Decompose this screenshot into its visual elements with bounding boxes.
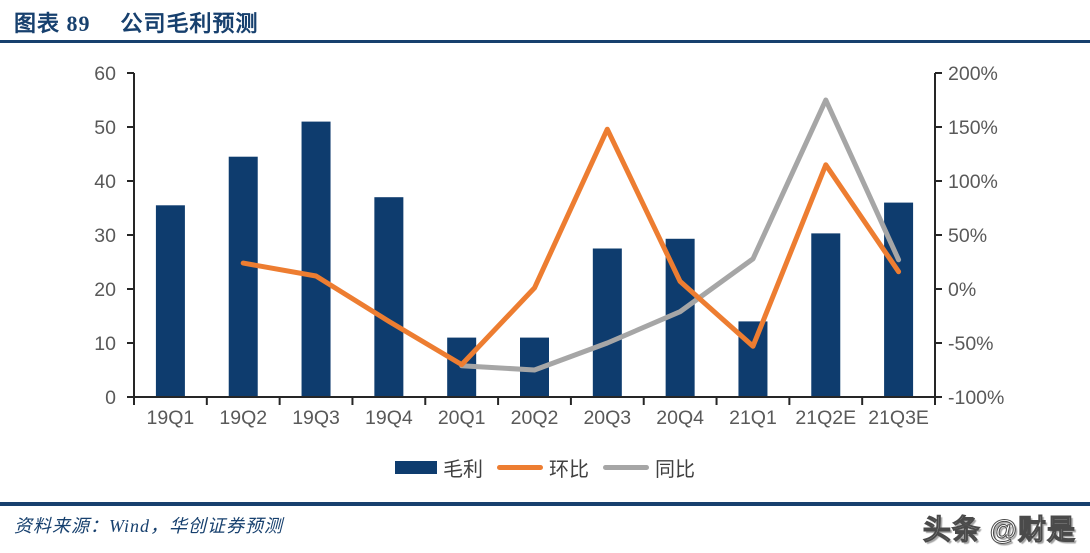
- header-divider: [0, 40, 1090, 43]
- chart-header: 图表 89 公司毛利预测: [14, 6, 259, 38]
- source-note: 资料来源：Wind，华创证券预测: [14, 516, 284, 536]
- left-axis-label: 0: [105, 387, 116, 409]
- bar-swatch-icon: [395, 460, 437, 474]
- x-axis-label: 19Q4: [365, 407, 413, 429]
- legend-label: 环比: [549, 458, 589, 481]
- legend-label: 毛利: [443, 458, 483, 481]
- x-axis-label: 20Q2: [511, 407, 559, 429]
- legend-label: 同比: [655, 458, 695, 481]
- right-axis-label: 150%: [948, 117, 998, 139]
- page-title: 公司毛利预测: [120, 11, 259, 36]
- right-axis-label: 50%: [948, 225, 987, 247]
- left-axis-label: 60: [94, 63, 116, 85]
- x-axis-label: 19Q3: [292, 407, 340, 429]
- right-axis-label: 200%: [948, 63, 998, 85]
- right-axis-label: 0%: [948, 279, 976, 301]
- legend-item-gross-profit: 毛利: [395, 453, 483, 482]
- x-axis-label: 21Q1: [729, 407, 777, 429]
- x-axis-label: 20Q3: [583, 407, 631, 429]
- right-axis-label: -50%: [948, 333, 994, 355]
- bar-19Q1: [155, 205, 185, 397]
- gray-line-swatch-icon: [603, 464, 649, 470]
- bar-19Q4: [374, 197, 404, 397]
- x-axis-label: 19Q2: [219, 407, 267, 429]
- x-axis-label: 19Q1: [147, 407, 195, 429]
- bar-21Q2E: [811, 233, 841, 397]
- x-axis-label: 20Q1: [438, 407, 486, 429]
- left-axis-label: 30: [94, 225, 116, 247]
- right-axis-label: 100%: [948, 171, 998, 193]
- orange-line-swatch-icon: [497, 464, 543, 470]
- chart-number: 图表 89: [14, 11, 91, 36]
- legend-item-yoy: 同比: [603, 453, 695, 482]
- right-axis-label: -100%: [948, 387, 1004, 409]
- left-axis-label: 10: [94, 333, 116, 355]
- left-axis-label: 40: [94, 171, 116, 193]
- bar-19Q2: [228, 156, 258, 397]
- watermark: 头条 @财是: [922, 514, 1076, 546]
- bar-20Q3: [592, 248, 622, 397]
- chart-legend: 毛利 环比 同比: [0, 452, 1090, 482]
- bar-21Q1: [738, 321, 768, 397]
- x-axis-label: 21Q2E: [795, 407, 856, 429]
- footer-divider: [0, 502, 1090, 506]
- x-axis-label: 20Q4: [656, 407, 704, 429]
- left-axis-label: 20: [94, 279, 116, 301]
- line-环比: [240, 126, 902, 368]
- left-axis-label: 50: [94, 117, 116, 139]
- line-同比: [459, 97, 902, 373]
- legend-item-qoq: 环比: [497, 453, 589, 482]
- x-axis-label: 21Q3E: [868, 407, 929, 429]
- bar-19Q3: [301, 121, 331, 397]
